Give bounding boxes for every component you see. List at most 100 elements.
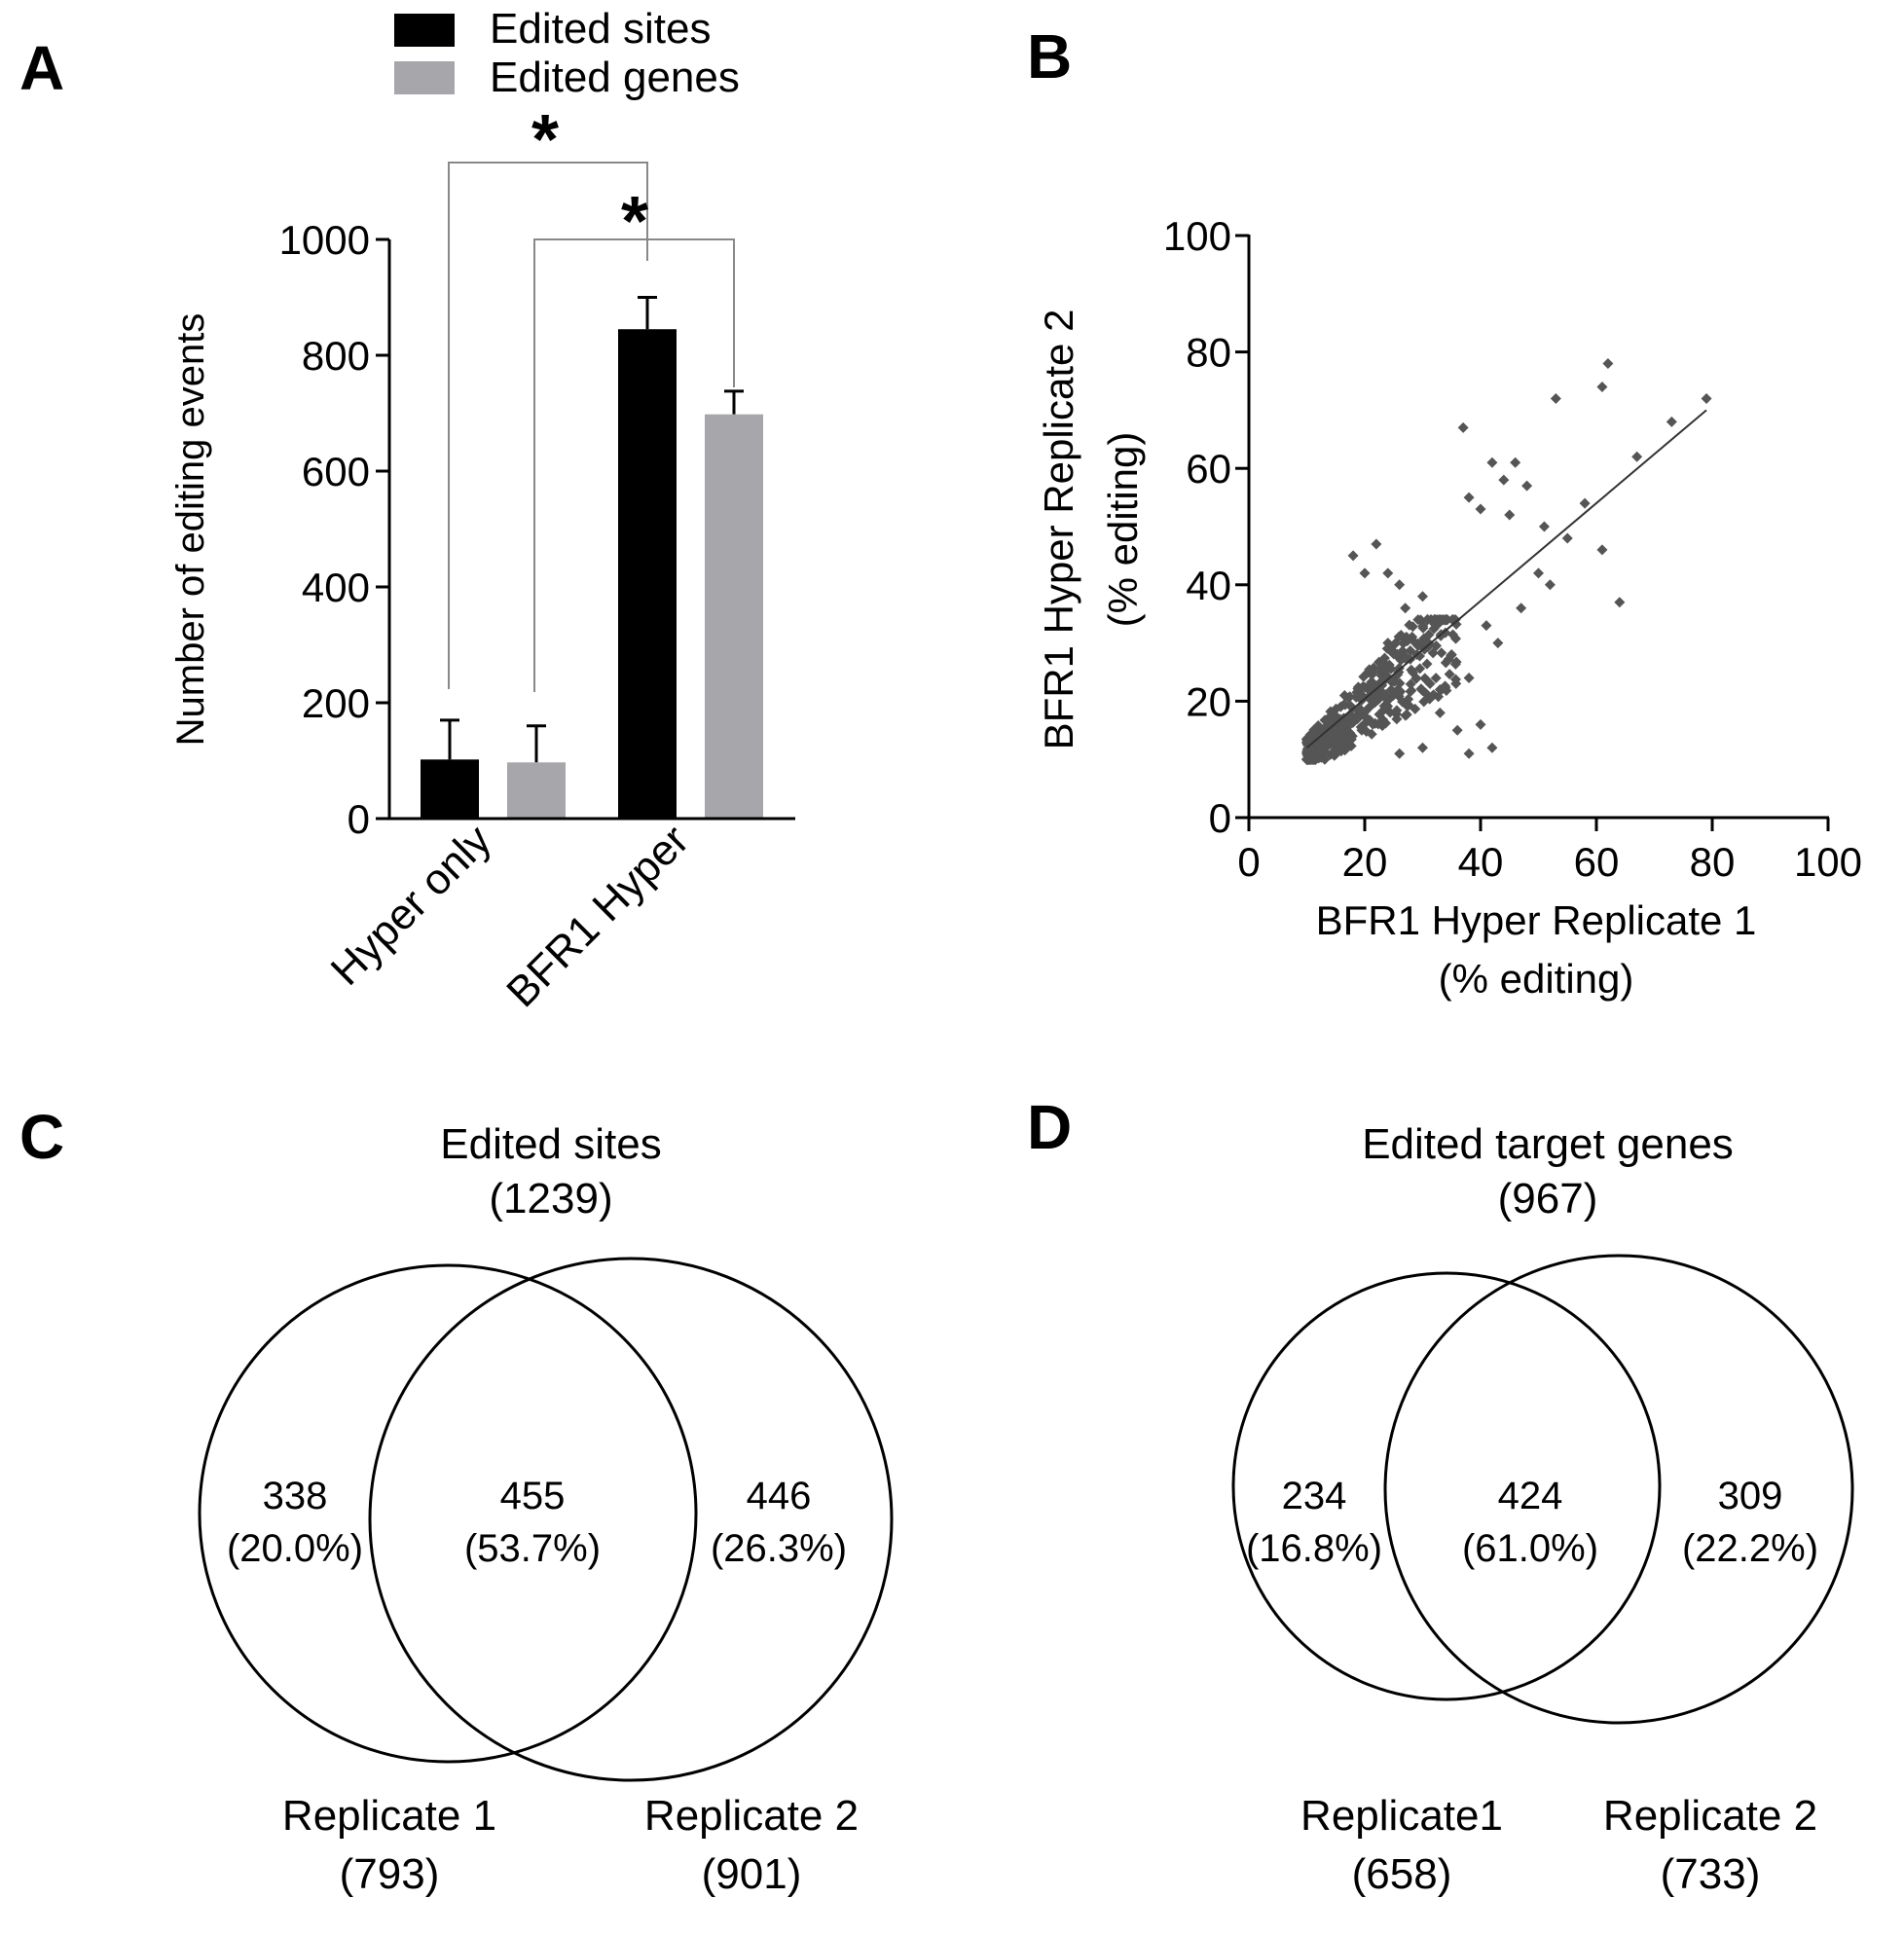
scatter-point bbox=[1382, 638, 1394, 649]
panel-label-a: A bbox=[19, 33, 64, 103]
scatter-point bbox=[1382, 567, 1394, 579]
scatter-point bbox=[1400, 602, 1411, 614]
scatter-point bbox=[1596, 544, 1608, 556]
scatter-point bbox=[1475, 718, 1486, 730]
scatter-point bbox=[1492, 638, 1504, 649]
x-category-label: BFR1 Hyper bbox=[497, 816, 698, 1016]
scatter-point bbox=[1356, 693, 1368, 705]
venn-left-count: (793) bbox=[340, 1850, 440, 1898]
scatter-point bbox=[1666, 416, 1677, 427]
scatter-point bbox=[1475, 503, 1486, 515]
venn-left-pct: (20.0%) bbox=[227, 1527, 363, 1570]
legend-label-edited-sites: Edited sites bbox=[490, 5, 711, 53]
scatter-point bbox=[1417, 591, 1428, 602]
scatter-point bbox=[1481, 620, 1492, 632]
venn-left-label: Replicate1 bbox=[1300, 1792, 1503, 1840]
venn-overlap-pct: (61.0%) bbox=[1462, 1527, 1598, 1570]
panel-label-d: D bbox=[1027, 1092, 1072, 1162]
scatter-point bbox=[1406, 664, 1417, 675]
venn-left-count: (658) bbox=[1352, 1850, 1452, 1898]
scatter-point bbox=[1416, 685, 1428, 697]
x-axis-label-line1: BFR1 Hyper Replicate 1 bbox=[1316, 897, 1757, 943]
scatter-point bbox=[1417, 742, 1428, 753]
bar-edited-sites bbox=[421, 759, 479, 819]
scatter-point bbox=[1391, 709, 1403, 720]
scatter-point bbox=[1544, 579, 1556, 591]
venn-right-count: (901) bbox=[702, 1850, 802, 1898]
scatter-point bbox=[1444, 669, 1455, 680]
venn-right-pct: (26.3%) bbox=[711, 1527, 847, 1570]
scatter-point bbox=[1450, 618, 1462, 630]
y-tick-label: 100 bbox=[1163, 213, 1231, 259]
x-axis-ticks: 0 20 40 60 80 100 bbox=[1237, 818, 1862, 885]
scatter-point bbox=[1436, 647, 1447, 659]
panel-b-scatter-plot: BFR1 Hyper Replicate 2 (% editing) BFR1 … bbox=[1036, 213, 1862, 1002]
x-tick-label: 0 bbox=[1237, 839, 1260, 885]
y-axis-ticks: 0 20 40 60 80 100 bbox=[1163, 213, 1249, 841]
scatter-point bbox=[1463, 672, 1475, 683]
y-tick-label: 0 bbox=[1209, 795, 1231, 841]
scatter-point bbox=[1394, 748, 1406, 759]
scatter-point bbox=[1304, 730, 1316, 742]
x-axis-label-line2: (% editing) bbox=[1439, 956, 1634, 1002]
scatter-point bbox=[1486, 456, 1498, 468]
significance-star-1: * bbox=[531, 101, 559, 179]
panel-label-c: C bbox=[19, 1102, 64, 1172]
scatter-point bbox=[1338, 699, 1350, 711]
scatter-point bbox=[1371, 538, 1382, 550]
legend-swatch-edited-sites bbox=[394, 14, 455, 47]
scatter-point bbox=[1538, 521, 1550, 532]
legend-label-edited-genes: Edited genes bbox=[490, 54, 740, 101]
venn-total: (967) bbox=[1498, 1175, 1598, 1223]
scatter-point bbox=[1434, 614, 1446, 626]
venn-overlap-pct: (53.7%) bbox=[464, 1527, 601, 1570]
bar-edited-sites bbox=[618, 329, 677, 819]
scatter-point bbox=[1414, 614, 1426, 626]
y-tick-label: 0 bbox=[348, 796, 370, 842]
y-tick-label: 20 bbox=[1186, 678, 1231, 724]
scatter-point bbox=[1701, 392, 1712, 404]
scatter-point bbox=[1463, 748, 1475, 759]
x-tick-label: 40 bbox=[1458, 839, 1504, 885]
venn-left-value: 234 bbox=[1282, 1475, 1347, 1517]
scatter-point bbox=[1352, 712, 1364, 723]
scatter-point bbox=[1336, 731, 1348, 743]
scatter-point bbox=[1359, 567, 1371, 579]
scatter-point bbox=[1405, 678, 1416, 690]
scatter-point bbox=[1421, 658, 1433, 670]
scatter-point bbox=[1510, 456, 1521, 468]
venn-right-label: Replicate 2 bbox=[644, 1792, 859, 1840]
scatter-point bbox=[1385, 663, 1397, 675]
scatter-point bbox=[1347, 550, 1359, 562]
scatter-point bbox=[1410, 703, 1421, 714]
scatter-point bbox=[1430, 673, 1442, 684]
y-tick-label: 40 bbox=[1186, 563, 1231, 608]
scatter-point bbox=[1418, 696, 1430, 708]
scatter-point bbox=[1360, 706, 1372, 717]
venn-overlap-value: 455 bbox=[500, 1475, 566, 1517]
scatter-point bbox=[1561, 532, 1573, 544]
scatter-point bbox=[1379, 689, 1391, 701]
scatter-point bbox=[1441, 614, 1452, 626]
scatter-point bbox=[1631, 451, 1643, 462]
scatter-point bbox=[1380, 699, 1392, 711]
scatter-point bbox=[1358, 671, 1370, 682]
x-tick-label: 20 bbox=[1342, 839, 1388, 885]
legend-swatch-edited-genes bbox=[394, 61, 455, 94]
bar-edited-genes bbox=[507, 762, 566, 819]
scatter-point bbox=[1394, 579, 1406, 591]
trendline bbox=[1305, 409, 1707, 749]
venn-circle-replicate-2 bbox=[1383, 1254, 1854, 1725]
scatter-point bbox=[1504, 509, 1516, 521]
venn-circle-replicate-2 bbox=[368, 1257, 894, 1782]
scatter-point bbox=[1306, 744, 1318, 755]
scatter-point bbox=[1330, 711, 1341, 722]
panel-a-bar-chart: Edited sites Edited genes * * Number of … bbox=[169, 5, 795, 1016]
scatter-point bbox=[1533, 567, 1544, 579]
scatter-point bbox=[1434, 707, 1446, 718]
scatter-point bbox=[1447, 629, 1459, 640]
y-tick-label: 600 bbox=[302, 449, 370, 494]
scatter-point bbox=[1366, 669, 1377, 680]
x-tick-label: 80 bbox=[1690, 839, 1736, 885]
